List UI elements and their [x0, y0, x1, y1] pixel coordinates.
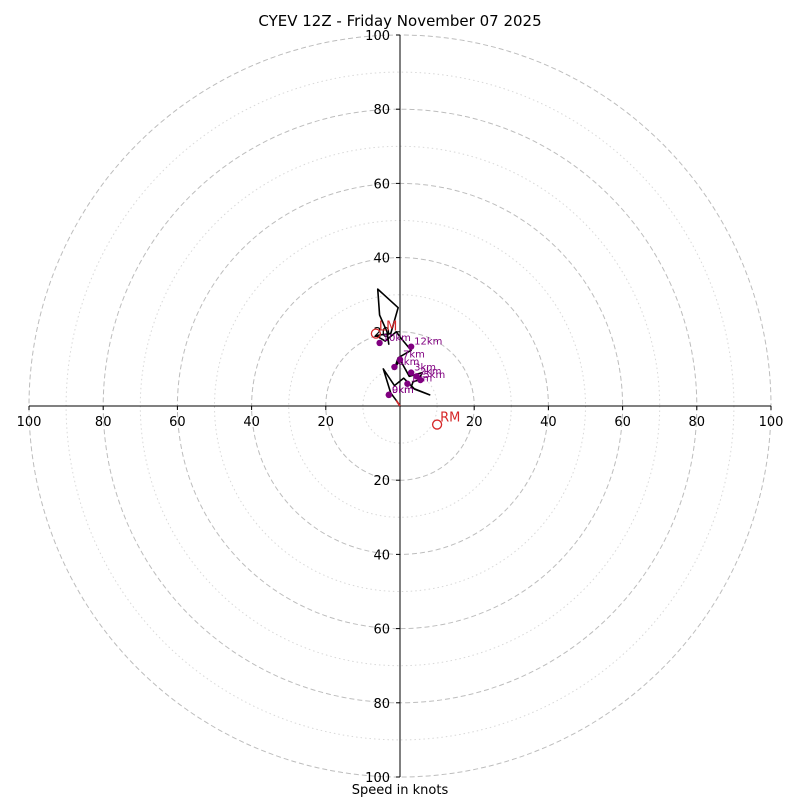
height-marker-6km — [391, 363, 398, 371]
height-label-3km: 3km — [414, 363, 436, 374]
y-tick-label: 100 — [365, 771, 390, 786]
x-axis-label: Speed in knots — [351, 783, 449, 798]
height-marker-9km — [385, 391, 393, 399]
storm-motion-RM — [431, 419, 443, 430]
x-tick-label: 80 — [689, 415, 706, 430]
height-label-2km: 2km — [420, 366, 442, 377]
height-marker-1km — [404, 380, 411, 387]
height-marker-12km — [407, 343, 415, 350]
x-tick-label: 20 — [318, 415, 335, 430]
x-tick-label: 20 — [466, 415, 483, 430]
height-label-9km: 9km — [392, 385, 414, 396]
x-tick-label: 40 — [243, 415, 260, 430]
y-tick-label: 100 — [365, 29, 390, 44]
storm-motion-LM — [370, 328, 382, 339]
height-marker-7km — [396, 356, 404, 363]
height-markers: 0km1km2km3km5km6km7km9km10km12km — [376, 333, 445, 399]
storm-label-RM: RM — [440, 411, 460, 426]
y-tick-label: 60 — [373, 623, 390, 638]
storm-motion-markers: LM RM — [370, 320, 460, 430]
surface-segment — [395, 399, 401, 407]
height-label-12km: 12km — [414, 337, 442, 348]
storm-label-LM: LM — [379, 320, 397, 335]
y-tick-label: 40 — [373, 548, 390, 563]
x-tick-label: 100 — [759, 415, 784, 430]
height-label-0km: 0km — [392, 385, 414, 396]
x-tick-label: 40 — [540, 415, 557, 430]
chart-title: CYEV 12Z - Friday November 07 2025 — [258, 12, 542, 30]
height-label-6km: 6km — [397, 357, 419, 368]
height-label-10km: 10km — [383, 333, 411, 344]
y-tick-label: 80 — [373, 103, 390, 118]
x-tick-label: 100 — [17, 415, 42, 430]
y-tick-label: 40 — [373, 252, 390, 267]
x-tick-label: 60 — [614, 415, 631, 430]
height-label-5km: 5km — [423, 370, 445, 381]
x-tick-label: 60 — [169, 415, 186, 430]
height-marker-3km — [407, 369, 415, 376]
x-tick-label: 80 — [95, 415, 112, 430]
height-marker-5km — [417, 376, 424, 384]
height-label-7km: 7km — [403, 350, 425, 361]
y-tick-label: 80 — [373, 697, 390, 712]
height-marker-10km — [376, 339, 383, 347]
y-tick-label: 20 — [373, 474, 390, 489]
y-tick-label: 60 — [373, 177, 390, 192]
